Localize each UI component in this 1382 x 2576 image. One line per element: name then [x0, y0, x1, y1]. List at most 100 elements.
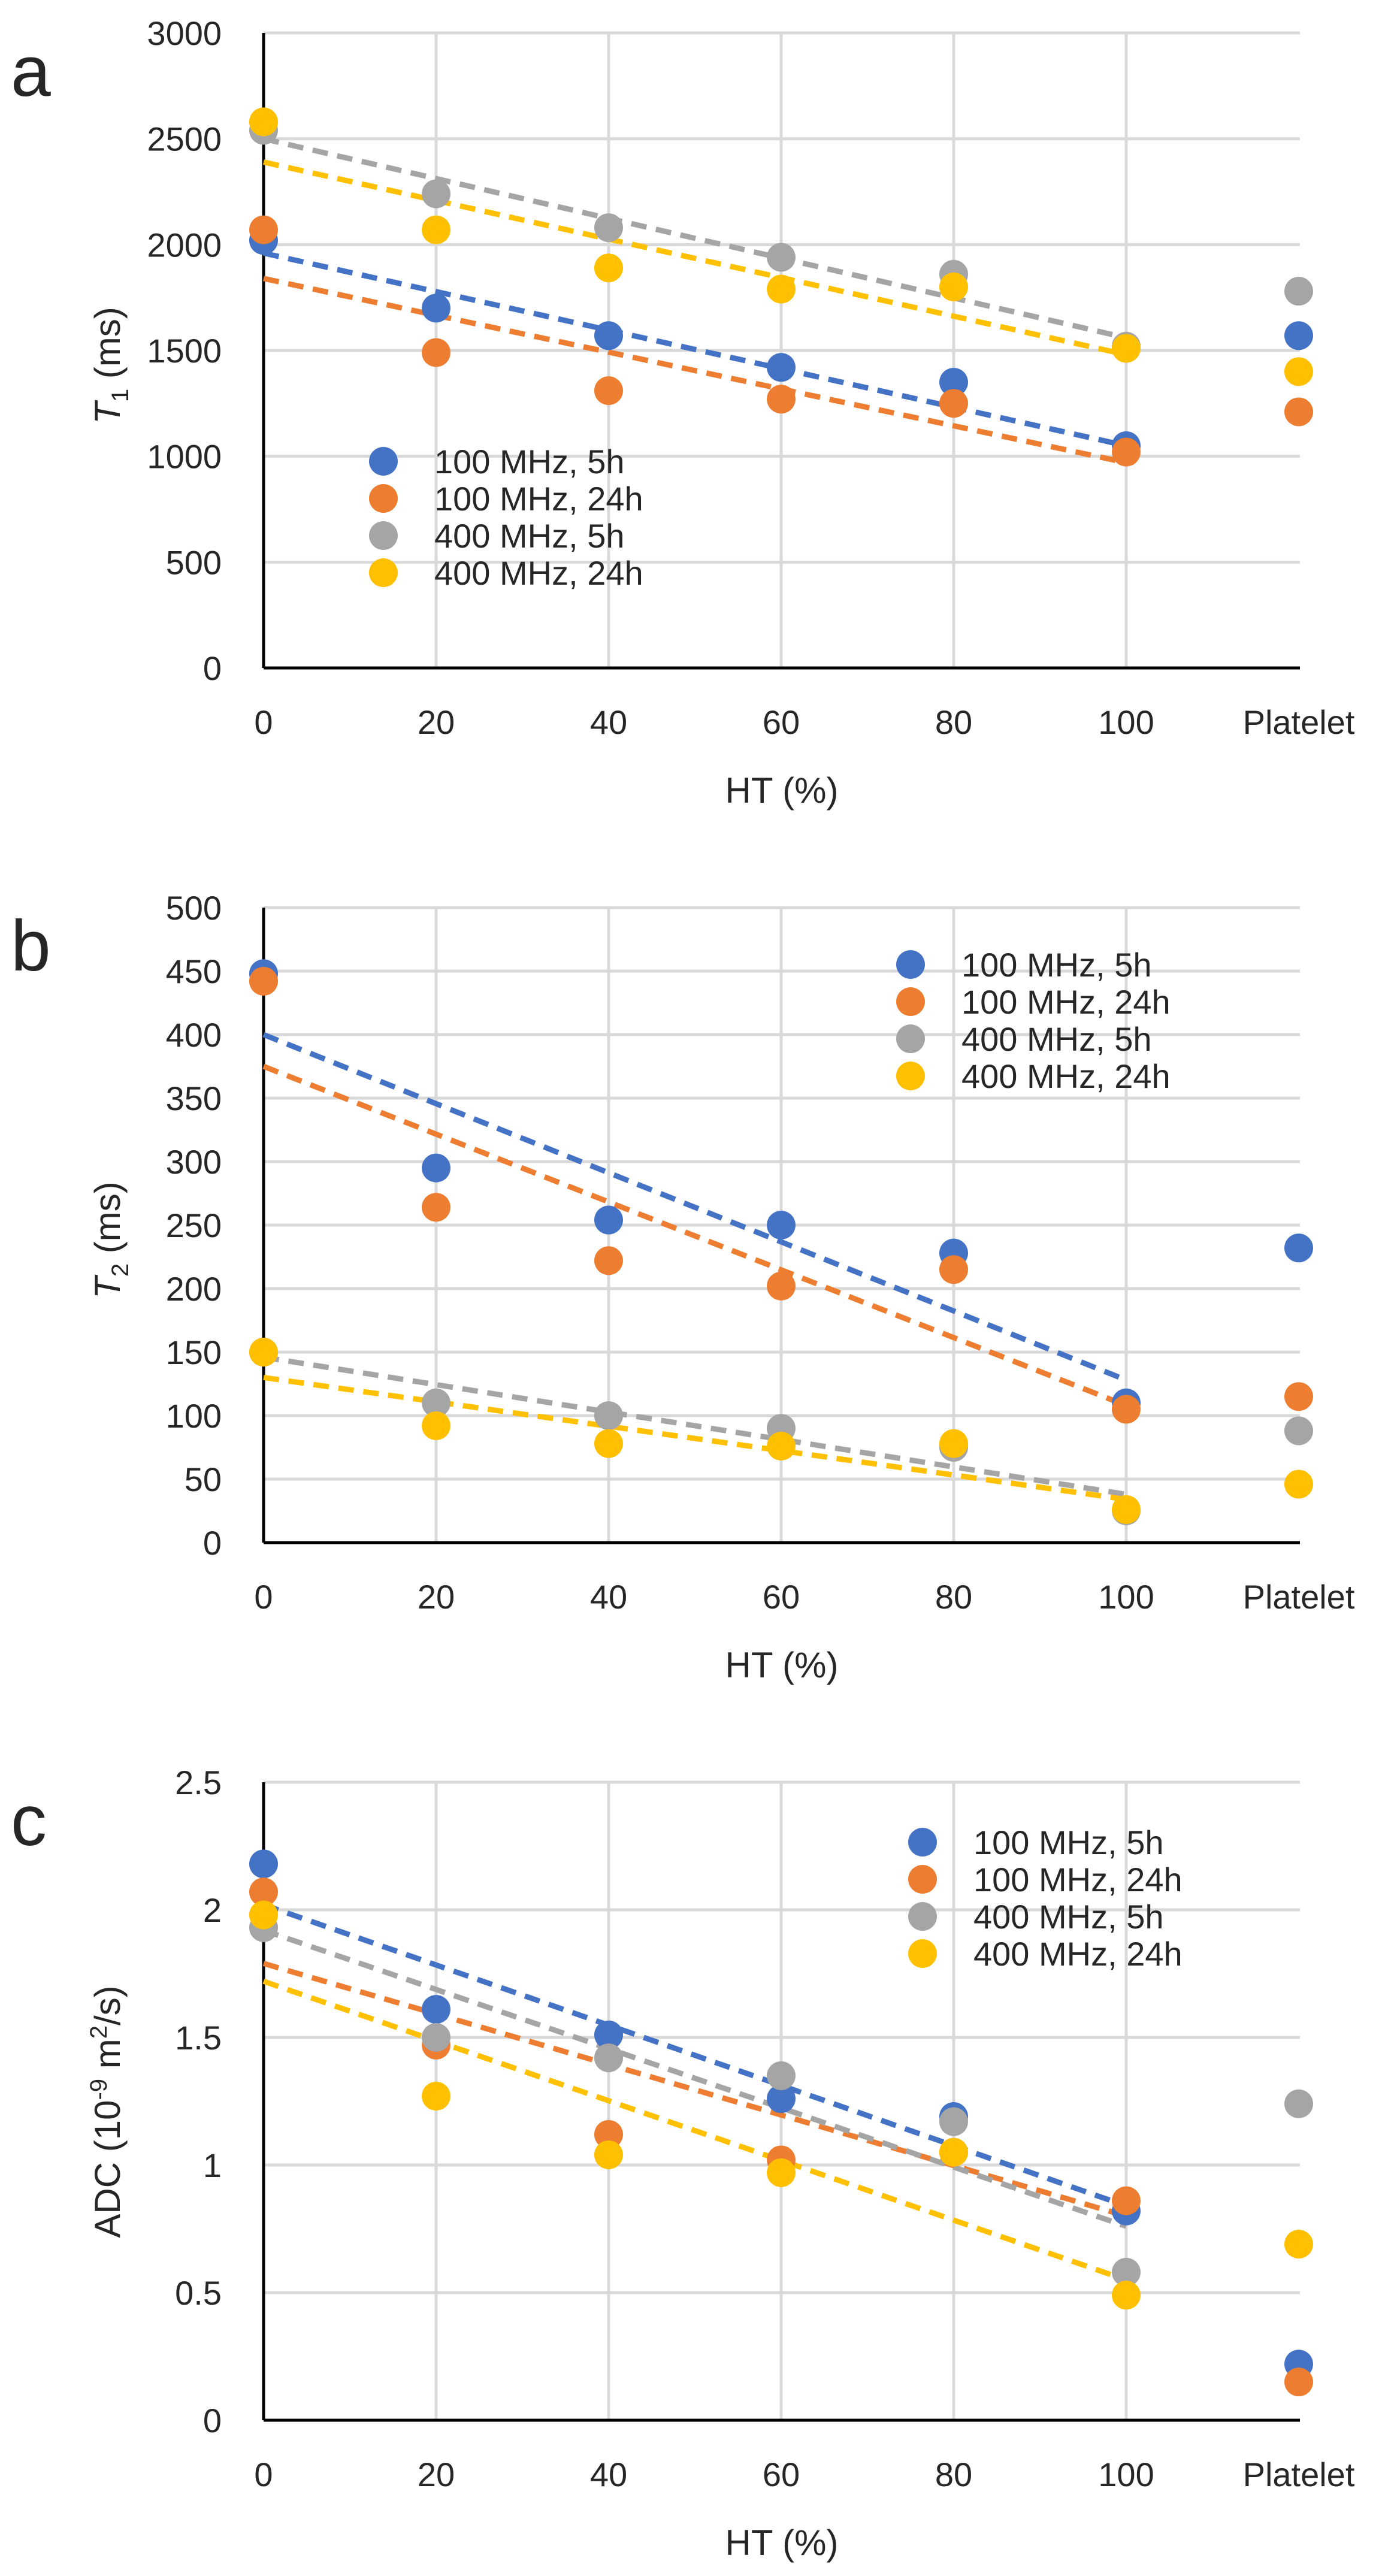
x-tick-label-a: 20	[418, 703, 455, 741]
legend-marker-b-0	[896, 950, 925, 979]
x-axis-title-b: HT (%)	[725, 1645, 839, 1685]
data-point-b-3	[939, 1429, 968, 1458]
legend-marker-a-3	[369, 558, 398, 587]
y-axis-title-c-text: ADC (10	[87, 2100, 128, 2238]
y-tick-labels-a: 0 500 1000 1500 2000 2500 3000	[147, 14, 222, 687]
data-point-b-1	[422, 1193, 450, 1222]
legend-label-a-2: 400 MHz, 5h	[434, 517, 625, 555]
trend-line-a-1	[263, 276, 1127, 465]
legend-label-b-1: 100 MHz, 24h	[961, 983, 1171, 1021]
data-point-a-3	[594, 253, 623, 283]
legend-marker-c-3	[908, 1939, 937, 1968]
chart-panel-b: b 0 50 100 150 200 250 300 350 400 450 500 0 20 40 60…	[11, 889, 1355, 1685]
data-point-a-2	[422, 179, 450, 208]
data-point-a-1	[594, 376, 623, 406]
trend-lines-b	[262, 1032, 1127, 1502]
data-point-b-2	[594, 1401, 623, 1430]
legend-label-c-1: 100 MHz, 24h	[973, 1861, 1183, 1898]
data-point-b-1	[1284, 1382, 1313, 1411]
y-axis-title-b-unit: (ms)	[87, 1181, 128, 1263]
data-points-a	[249, 107, 1313, 467]
y-axis-title-a-unit: (ms)	[87, 307, 128, 389]
x-tick-label-c: 60	[763, 2456, 800, 2493]
data-point-b-3	[249, 1338, 278, 1366]
legend-label-b-3: 400 MHz, 24h	[961, 1057, 1171, 1095]
x-tick-label-b: 60	[763, 1578, 800, 1616]
data-point-c-2	[939, 2107, 968, 2136]
data-point-b-3	[1284, 1470, 1313, 1499]
legend-marker-a-0	[369, 447, 398, 476]
y-axis-title-a-symbol: T	[87, 400, 128, 424]
data-point-b-0	[422, 1153, 450, 1183]
data-point-c-0	[249, 1849, 278, 1879]
axes-b	[262, 908, 1300, 1544]
x-axis-title-c: HT (%)	[725, 2523, 839, 2563]
data-point-b-0	[767, 1211, 796, 1239]
legend-marker-c-1	[908, 1865, 937, 1894]
data-point-a-3	[1112, 334, 1141, 363]
data-point-c-1	[1112, 2186, 1141, 2215]
data-point-b-1	[594, 1246, 623, 1275]
y-tick-label-c: 2	[203, 1891, 222, 1929]
data-point-b-0	[594, 1205, 623, 1235]
chart-panel-a: a 0 500 1000 1500 2000 2500 3000 0 20 40 60 80 100 P…	[11, 14, 1355, 811]
legend-marker-a-2	[369, 521, 398, 550]
data-point-a-0	[939, 368, 968, 397]
x-tick-label-a: 100	[1098, 703, 1154, 741]
y-tick-label-b: 450	[166, 953, 222, 990]
data-point-a-0	[767, 353, 796, 382]
legend-marker-c-2	[908, 1902, 937, 1931]
y-axis-title-c-end: /s)	[87, 1985, 128, 2025]
trend-line-a-0	[263, 250, 1127, 449]
data-point-c-1	[1284, 2368, 1313, 2397]
data-point-c-3	[422, 2081, 450, 2111]
data-point-c-2	[1284, 2089, 1313, 2118]
data-point-b-3	[1112, 1495, 1141, 1524]
y-axis-title-a-subscript: 1	[107, 389, 134, 402]
legend-marker-b-2	[896, 1024, 925, 1053]
panel-letter-b: b	[11, 906, 51, 986]
data-point-c-2	[594, 2043, 623, 2073]
y-tick-label-a: 2000	[147, 226, 222, 264]
trend-line-b-0	[262, 1032, 1127, 1383]
trend-line-a-2	[262, 136, 1127, 341]
data-point-b-2	[1284, 1416, 1313, 1446]
data-point-c-2	[422, 2023, 450, 2052]
legend-label-b-0: 100 MHz, 5h	[961, 946, 1152, 984]
data-point-a-1	[249, 215, 278, 244]
legend-marker-c-0	[908, 1828, 937, 1857]
y-tick-label-c: 0.5	[175, 2274, 222, 2312]
trend-line-b-1	[262, 1063, 1127, 1408]
y-tick-label-b: 250	[166, 1207, 222, 1244]
x-tick-label-b: Platelet	[1243, 1578, 1355, 1616]
data-point-a-3	[1284, 357, 1313, 386]
data-point-b-1	[249, 966, 278, 996]
data-point-c-2	[767, 2061, 796, 2090]
data-point-c-1	[594, 2120, 623, 2149]
data-point-a-1	[1112, 437, 1141, 467]
x-tick-label-b: 40	[590, 1578, 627, 1616]
data-point-c-0	[594, 2020, 623, 2049]
data-point-c-0	[767, 2084, 796, 2114]
trend-line-a-3	[263, 159, 1127, 358]
data-point-c-3	[939, 2137, 968, 2167]
data-point-a-2	[767, 243, 796, 272]
data-point-c-3	[249, 1900, 278, 1930]
x-tick-label-b: 80	[935, 1578, 972, 1616]
x-tick-label-b: 20	[418, 1578, 455, 1616]
data-point-a-1	[939, 389, 968, 418]
y-tick-label-b: 500	[166, 889, 222, 927]
data-point-a-3	[939, 273, 968, 301]
data-point-b-3	[422, 1411, 450, 1440]
x-tick-label-b: 100	[1098, 1578, 1154, 1616]
trend-lines-c	[262, 1902, 1127, 2282]
y-axis-title-b-symbol: T	[87, 1274, 128, 1299]
data-point-a-0	[594, 321, 623, 350]
legend-marker-b-3	[896, 1062, 925, 1090]
y-tick-label-c: 1	[203, 2146, 222, 2184]
y-tick-label-c: 1.5	[175, 2019, 222, 2057]
trend-line-c-0	[262, 1902, 1127, 2209]
y-tick-label-b: 100	[166, 1397, 222, 1435]
